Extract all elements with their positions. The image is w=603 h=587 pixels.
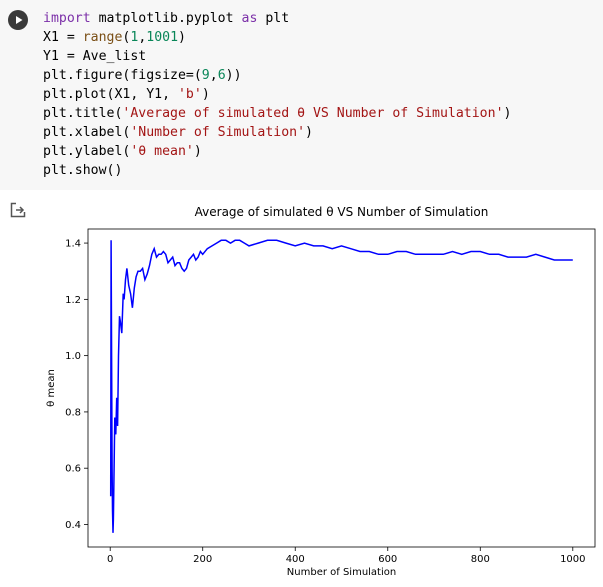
code-token: plt.ylabel(: [43, 144, 131, 159]
x-tick-label: 0: [107, 554, 113, 565]
play-icon: [16, 16, 23, 24]
x-tick-label: 200: [193, 554, 212, 565]
code-token: plt.figure(figsize=(: [43, 68, 202, 83]
code-line: plt.ylabel('θ mean'): [43, 144, 202, 159]
code-token: ): [305, 125, 313, 140]
code-line: plt.title('Average of simulated θ VS Num…: [43, 106, 511, 121]
code-editor[interactable]: import matplotlib.pyplot as plt X1 = ran…: [43, 9, 511, 180]
y-tick-label: 0.4: [65, 520, 81, 531]
code-token: import: [43, 11, 91, 26]
code-token: 1001: [146, 30, 179, 45]
series-line: [109, 239, 573, 533]
code-cell[interactable]: import matplotlib.pyplot as plt X1 = ran…: [0, 0, 603, 190]
code-token: ,: [138, 30, 147, 45]
code-token: plt: [257, 11, 290, 26]
code-line: import matplotlib.pyplot as plt: [43, 11, 289, 26]
x-tick-label: 800: [471, 554, 490, 565]
run-cell-button[interactable]: [8, 10, 28, 30]
x-tick-label: 400: [286, 554, 305, 565]
code-token: ): [193, 144, 202, 159]
code-token: X1 =: [43, 30, 83, 45]
code-token: 1: [130, 30, 139, 45]
code-line: Y1 = Ave_list: [43, 49, 146, 64]
x-tick-label: 1000: [560, 554, 585, 565]
code-token: ,: [209, 68, 218, 83]
code-token: plt.show(): [43, 163, 123, 178]
code-line: plt.figure(figsize=(9,6)): [43, 68, 242, 83]
plot-frame: [87, 228, 596, 548]
code-token: 6: [217, 68, 226, 83]
code-token: 'Average of simulated θ VS Number of Sim…: [122, 106, 504, 121]
chart-title: Average of simulated θ VS Number of Simu…: [195, 205, 489, 219]
y-tick-label: 1.2: [65, 295, 81, 306]
code-token: ): [503, 106, 512, 121]
y-tick-label: 0.6: [65, 464, 81, 475]
code-token: plt.xlabel(: [43, 125, 131, 140]
code-token: range: [82, 30, 123, 45]
y-axis-label: θ mean: [46, 369, 57, 407]
code-token: (: [122, 30, 131, 45]
code-line: plt.show(): [43, 163, 122, 178]
code-token: ): [178, 30, 186, 45]
code-token: 'b': [177, 87, 202, 102]
code-token: as: [241, 11, 258, 26]
x-tick-label: 600: [378, 554, 397, 565]
output-arrow-icon[interactable]: [10, 202, 26, 218]
code-token: plt.title(: [43, 106, 123, 121]
y-tick-label: 1.0: [65, 351, 81, 362]
code-token: 'Number of Simulation': [130, 125, 306, 140]
code-token: ): [201, 87, 210, 102]
y-tick-label: 0.8: [65, 407, 81, 418]
code-line: X1 = range(1,1001): [43, 30, 186, 45]
code-token: plt.plot(X1, Y1,: [43, 87, 178, 102]
x-axis-label: Number of Simulation: [287, 567, 396, 578]
code-token: Y1 = Ave_list: [43, 49, 147, 64]
line-chart: Average of simulated θ VS Number of Simu…: [46, 205, 596, 578]
y-tick-label: 1.4: [65, 239, 81, 250]
code-token: 'θ mean': [130, 144, 194, 159]
code-token: 9: [201, 68, 210, 83]
code-token: )): [225, 68, 242, 83]
code-token: matplotlib.pyplot: [90, 11, 242, 26]
code-line: plt.xlabel('Number of Simulation'): [43, 125, 313, 140]
code-line: plt.plot(X1, Y1, 'b'): [43, 87, 210, 102]
